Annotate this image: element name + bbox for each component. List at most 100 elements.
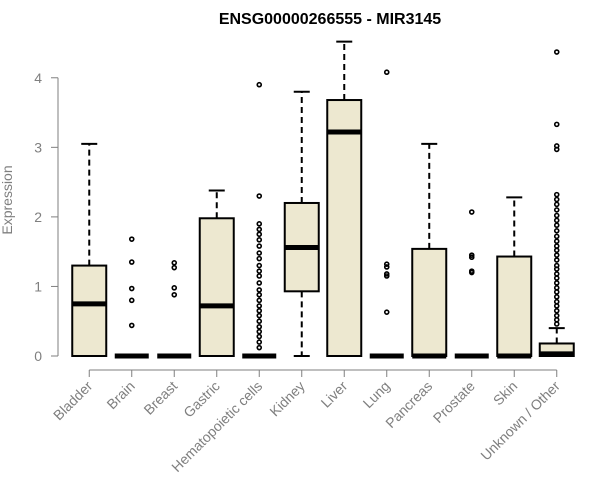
outlier-point xyxy=(256,318,263,325)
outlier-point xyxy=(553,266,560,272)
outlier-point xyxy=(256,193,263,199)
outlier-point xyxy=(553,207,560,213)
outlier-point xyxy=(256,303,263,309)
outlier-point xyxy=(553,146,560,153)
outlier-point xyxy=(553,257,560,263)
outlier-point xyxy=(128,297,135,304)
box-gastric xyxy=(198,189,235,357)
outlier-point xyxy=(383,264,390,270)
outlier-point xyxy=(256,250,263,256)
outlier-point xyxy=(553,247,560,254)
box-iqr xyxy=(326,99,363,357)
outlier-point xyxy=(256,287,263,293)
x-tick-label: Bladder xyxy=(50,378,96,424)
x-tick-label: Liver xyxy=(318,378,351,411)
outlier-point xyxy=(256,237,263,243)
y-tick-label: 2 xyxy=(34,209,42,225)
outlier-point xyxy=(128,322,135,329)
outlier-point xyxy=(256,243,263,249)
box-brain xyxy=(114,236,149,359)
outlier-point xyxy=(553,289,560,295)
outlier-point xyxy=(383,261,390,267)
box-prostate xyxy=(454,209,489,359)
outlier-point xyxy=(256,231,263,238)
outlier-point xyxy=(553,222,560,229)
outlier-point xyxy=(256,307,263,314)
outlier-point xyxy=(468,269,475,276)
box-series xyxy=(71,40,575,359)
outlier-point xyxy=(468,254,475,261)
outlier-point xyxy=(256,291,263,298)
outlier-point xyxy=(553,307,560,314)
outlier-point xyxy=(256,297,263,304)
outlier-point xyxy=(171,264,178,271)
outlier-point xyxy=(171,291,178,298)
outlier-point xyxy=(553,252,560,258)
box-unknown-other xyxy=(538,49,575,358)
box-iqr xyxy=(496,255,533,357)
outlier-point xyxy=(553,217,560,224)
outlier-point xyxy=(256,81,263,88)
outlier-point xyxy=(256,328,263,335)
outlier-point xyxy=(553,191,560,198)
x-tick-label: Lung xyxy=(360,378,393,411)
x-tick-label: Pancreas xyxy=(382,378,435,431)
y-axis: 0 1 2 3 4 xyxy=(34,70,59,364)
outlier-point xyxy=(256,273,263,279)
x-tick-label: Breast xyxy=(140,378,180,418)
outlier-point xyxy=(383,271,390,277)
outlier-point xyxy=(553,238,560,245)
box-iqr xyxy=(411,247,448,357)
outlier-point xyxy=(553,280,560,286)
outlier-point xyxy=(553,321,560,327)
chart-title: ENSG00000266555 - MIR3145 xyxy=(219,11,441,28)
outlier-point xyxy=(468,209,475,215)
outlier-point xyxy=(553,212,560,219)
y-tick-label: 4 xyxy=(34,70,42,86)
outlier-point xyxy=(553,233,560,240)
outlier-point xyxy=(256,339,263,345)
outlier-point xyxy=(256,221,263,227)
outlier-point xyxy=(256,280,263,286)
box-pancreas xyxy=(411,142,448,359)
outlier-point xyxy=(553,294,560,300)
box-iqr xyxy=(71,264,108,358)
box-lung xyxy=(369,69,404,359)
outlier-point xyxy=(383,309,390,315)
outlier-point xyxy=(256,333,263,340)
box-bladder xyxy=(71,142,108,358)
outlier-point xyxy=(128,259,135,265)
outlier-point xyxy=(256,262,263,269)
box-skin xyxy=(496,196,533,359)
outlier-point xyxy=(256,312,263,319)
y-tick-label: 1 xyxy=(34,278,42,294)
box-kidney xyxy=(283,90,320,357)
outlier-point xyxy=(256,226,263,233)
box-iqr xyxy=(198,217,235,357)
outlier-point xyxy=(553,121,560,128)
outlier-point xyxy=(128,285,135,292)
outlier-point xyxy=(383,273,390,279)
outlier-point xyxy=(256,255,263,262)
outlier-point xyxy=(553,49,560,55)
y-tick-label: 3 xyxy=(34,139,42,155)
box-hematopoietic-cells xyxy=(242,81,277,359)
x-tick-label: Kidney xyxy=(266,378,308,420)
box-liver xyxy=(326,40,363,357)
x-tick-label: Unknown / Other xyxy=(477,378,563,464)
outlier-point xyxy=(171,259,178,266)
outlier-point xyxy=(553,303,560,309)
y-tick-label: 0 xyxy=(34,348,42,364)
outlier-point xyxy=(383,69,390,76)
outlier-point xyxy=(128,236,135,242)
outlier-point xyxy=(256,344,263,351)
outlier-point xyxy=(256,268,263,274)
outlier-point xyxy=(553,201,560,208)
x-tick-label: Brain xyxy=(103,378,137,412)
outlier-point xyxy=(553,196,560,203)
x-tick-label: Skin xyxy=(490,378,521,409)
outlier-point xyxy=(553,275,560,281)
